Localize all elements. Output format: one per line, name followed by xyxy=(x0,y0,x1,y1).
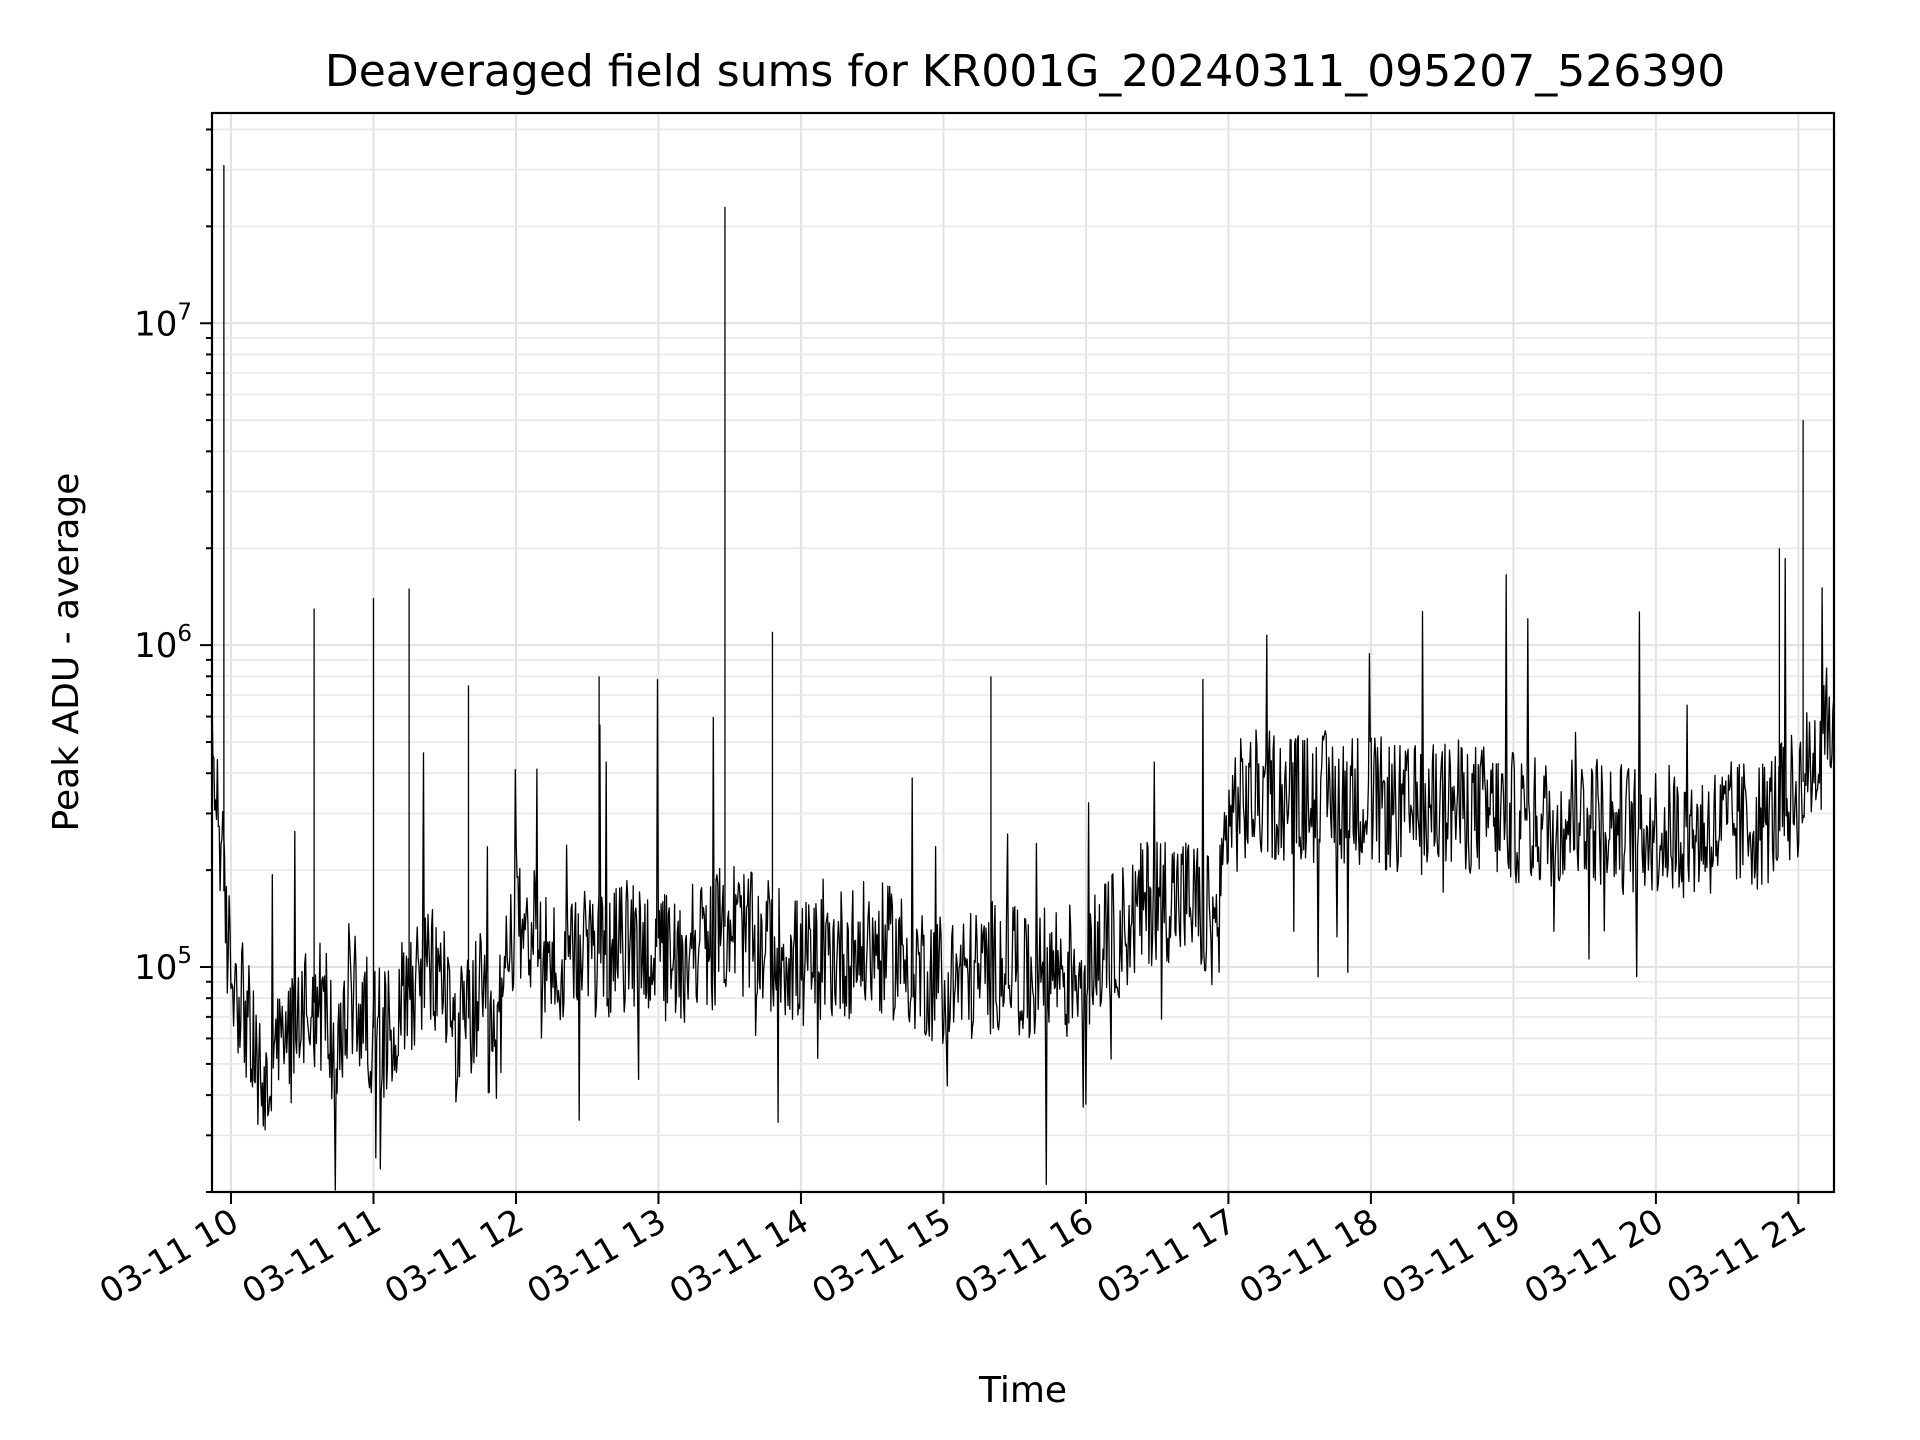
y-tick-exponent: 5 xyxy=(177,943,192,969)
x-tick-label: 03-11 20 xyxy=(1518,1201,1670,1312)
y-tick-base: 10 xyxy=(134,626,177,666)
x-tick-label: 03-11 21 xyxy=(1660,1201,1812,1312)
x-axis-label: Time xyxy=(978,1370,1067,1411)
y-tick-exponent: 7 xyxy=(177,299,192,325)
y-tick-base: 10 xyxy=(134,948,177,988)
x-tick-label: 03-11 11 xyxy=(236,1201,388,1312)
x-tick-label: 03-11 12 xyxy=(378,1201,530,1312)
chart-title: Deaveraged field sums for KR001G_2024031… xyxy=(325,46,1725,97)
series-line xyxy=(211,558,1835,1191)
x-tick-label: 03-11 17 xyxy=(1091,1201,1243,1312)
y-axis-label: Peak ADU - average xyxy=(46,473,87,832)
y-tick-exponent: 6 xyxy=(177,621,192,647)
x-tick-label: 03-11 19 xyxy=(1376,1201,1528,1312)
y-tick-label: 106 xyxy=(134,621,192,666)
x-tick-label: 03-11 10 xyxy=(93,1201,245,1312)
x-tick-label: 03-11 13 xyxy=(521,1201,673,1312)
series-group xyxy=(211,165,1835,1191)
x-tick-label: 03-11 16 xyxy=(948,1201,1100,1312)
y-tick-label: 107 xyxy=(134,299,192,344)
plot-frame xyxy=(210,111,1836,1194)
x-tick-label: 03-11 14 xyxy=(663,1201,815,1312)
y-tick-label: 105 xyxy=(134,943,192,988)
x-tick-label: 03-11 15 xyxy=(806,1201,958,1312)
y-tick-base: 10 xyxy=(134,304,177,344)
x-tick-label: 03-11 18 xyxy=(1233,1201,1385,1312)
